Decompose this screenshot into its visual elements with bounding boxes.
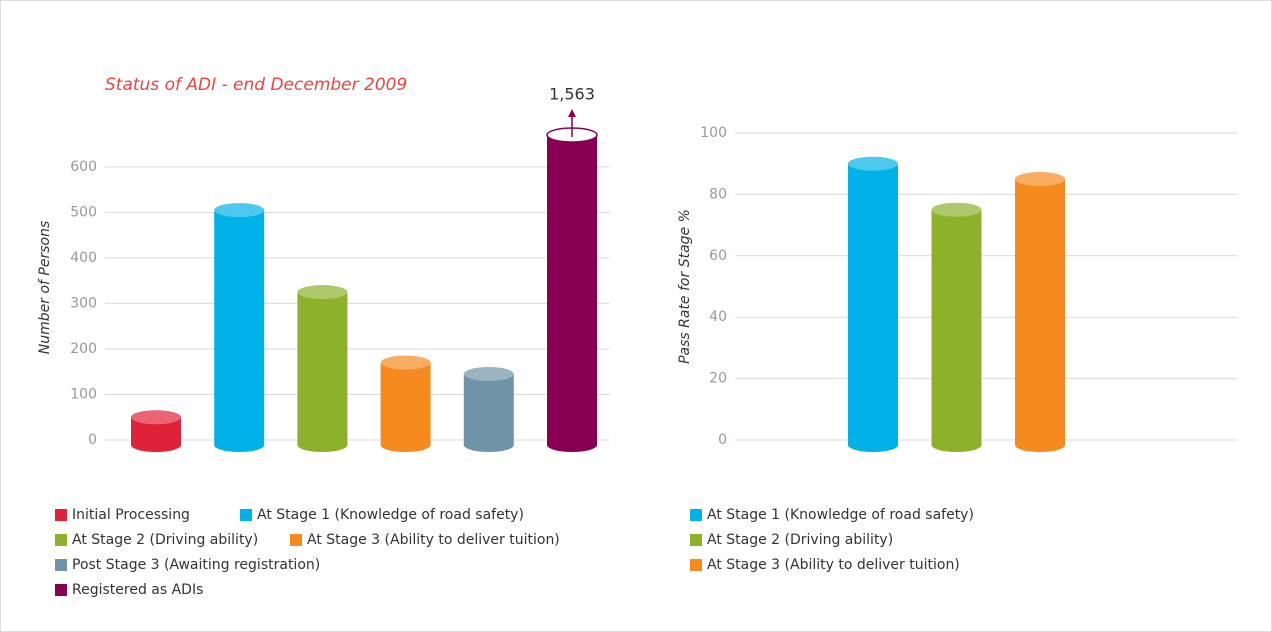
bar	[848, 163, 898, 445]
legend-swatch	[55, 559, 67, 571]
legend-swatch	[290, 534, 302, 546]
bar-cap	[1015, 172, 1065, 187]
legend-swatch	[55, 509, 67, 521]
y-tick-label: 40	[709, 309, 727, 325]
bar-cap	[380, 355, 431, 370]
legend-label: At Stage 2 (Driving ability)	[72, 532, 258, 548]
bar-cap	[463, 366, 514, 381]
bar	[931, 209, 982, 445]
y-tick-label: 0	[718, 432, 727, 448]
bar	[1015, 179, 1065, 446]
legend-label: At Stage 2 (Driving ability)	[707, 532, 893, 548]
y-tick-label: 400	[70, 250, 97, 266]
y-tick-label: 20	[709, 371, 727, 387]
y-axis-label: Pass Rate for Stage %	[677, 209, 693, 364]
y-tick-label: 300	[70, 295, 97, 311]
legend-swatch	[690, 559, 702, 571]
bar	[463, 373, 514, 445]
legend-swatch	[690, 509, 702, 521]
bar	[214, 210, 265, 445]
legend-swatch	[55, 584, 67, 596]
chart-title: Status of ADI - end December 2009	[105, 75, 407, 95]
legend-swatch	[690, 534, 702, 546]
y-tick-label: 0	[88, 432, 97, 448]
bar	[380, 362, 431, 445]
legend-label: At Stage 1 (Knowledge of road safety)	[257, 507, 524, 523]
data-label: 1,563	[549, 85, 595, 104]
legend-label: Initial Processing	[72, 507, 190, 523]
bar	[547, 135, 597, 445]
y-tick-label: 600	[70, 159, 97, 175]
bar-cap	[931, 202, 982, 217]
bar-cap	[297, 285, 348, 300]
y-tick-label: 200	[70, 341, 97, 357]
y-tick-label: 500	[70, 204, 97, 220]
bar	[297, 292, 348, 445]
legend-swatch	[55, 534, 67, 546]
bar-cap	[131, 410, 181, 425]
legend-label: At Stage 3 (Ability to deliver tuition)	[707, 557, 960, 573]
legend-label: Post Stage 3 (Awaiting registration)	[72, 557, 320, 573]
bar-cap	[848, 156, 898, 171]
y-tick-label: 80	[709, 186, 727, 202]
y-tick-label: 100	[700, 125, 727, 141]
legend-label: At Stage 3 (Ability to deliver tuition)	[307, 532, 560, 548]
legend-label: Registered as ADIs	[72, 582, 203, 598]
legend-swatch	[240, 509, 252, 521]
bar-cap	[214, 203, 265, 218]
y-tick-label: 60	[709, 248, 727, 264]
legend-label: At Stage 1 (Knowledge of road safety)	[707, 507, 974, 523]
break-arrow-head	[568, 109, 576, 117]
y-tick-label: 100	[70, 386, 97, 402]
y-axis-label: Number of Persons	[37, 221, 53, 354]
